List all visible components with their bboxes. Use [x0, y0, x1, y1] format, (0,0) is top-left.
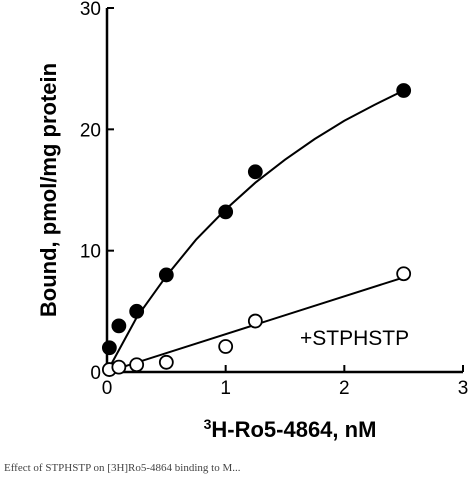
y-tick-label: 0	[90, 363, 101, 384]
filled-data-point	[218, 204, 234, 220]
x-tick-label: 0	[102, 378, 113, 399]
fit-line-series-1	[106, 89, 405, 373]
axes	[105, 8, 463, 374]
y-tick-label: 20	[80, 120, 101, 141]
open-data-point	[129, 357, 145, 373]
x-axis-title-superscript: 3	[204, 416, 212, 432]
y-tick-label: 10	[80, 242, 101, 263]
filled-data-point	[158, 267, 174, 283]
stphstp-annotation: +STPHSTP	[300, 327, 409, 350]
y-tick-label: 30	[80, 0, 101, 20]
filled-data-point	[129, 303, 145, 319]
x-axis-title: 3H-Ro5-4864, nM	[204, 416, 377, 442]
open-data-point	[111, 359, 127, 375]
figure-caption: Effect of STPHSTP on [3H]Ro5-4864 bindin…	[4, 462, 241, 474]
open-data-point	[247, 313, 263, 329]
x-tick-label: 2	[339, 378, 350, 399]
x-tick-label: 3	[458, 378, 469, 399]
open-data-point	[158, 354, 174, 370]
filled-data-point	[101, 340, 117, 356]
filled-data-point	[111, 318, 127, 334]
data-points	[101, 83, 412, 377]
open-data-point	[396, 266, 412, 282]
filled-data-point	[396, 83, 412, 98]
y-axis-title: Bound, pmol/mg protein	[36, 63, 61, 317]
x-tick-label: 1	[220, 378, 231, 399]
open-data-point	[218, 339, 234, 354]
filled-data-point	[247, 164, 263, 180]
x-axis-title-main: H-Ro5-4864, nM	[211, 417, 376, 442]
